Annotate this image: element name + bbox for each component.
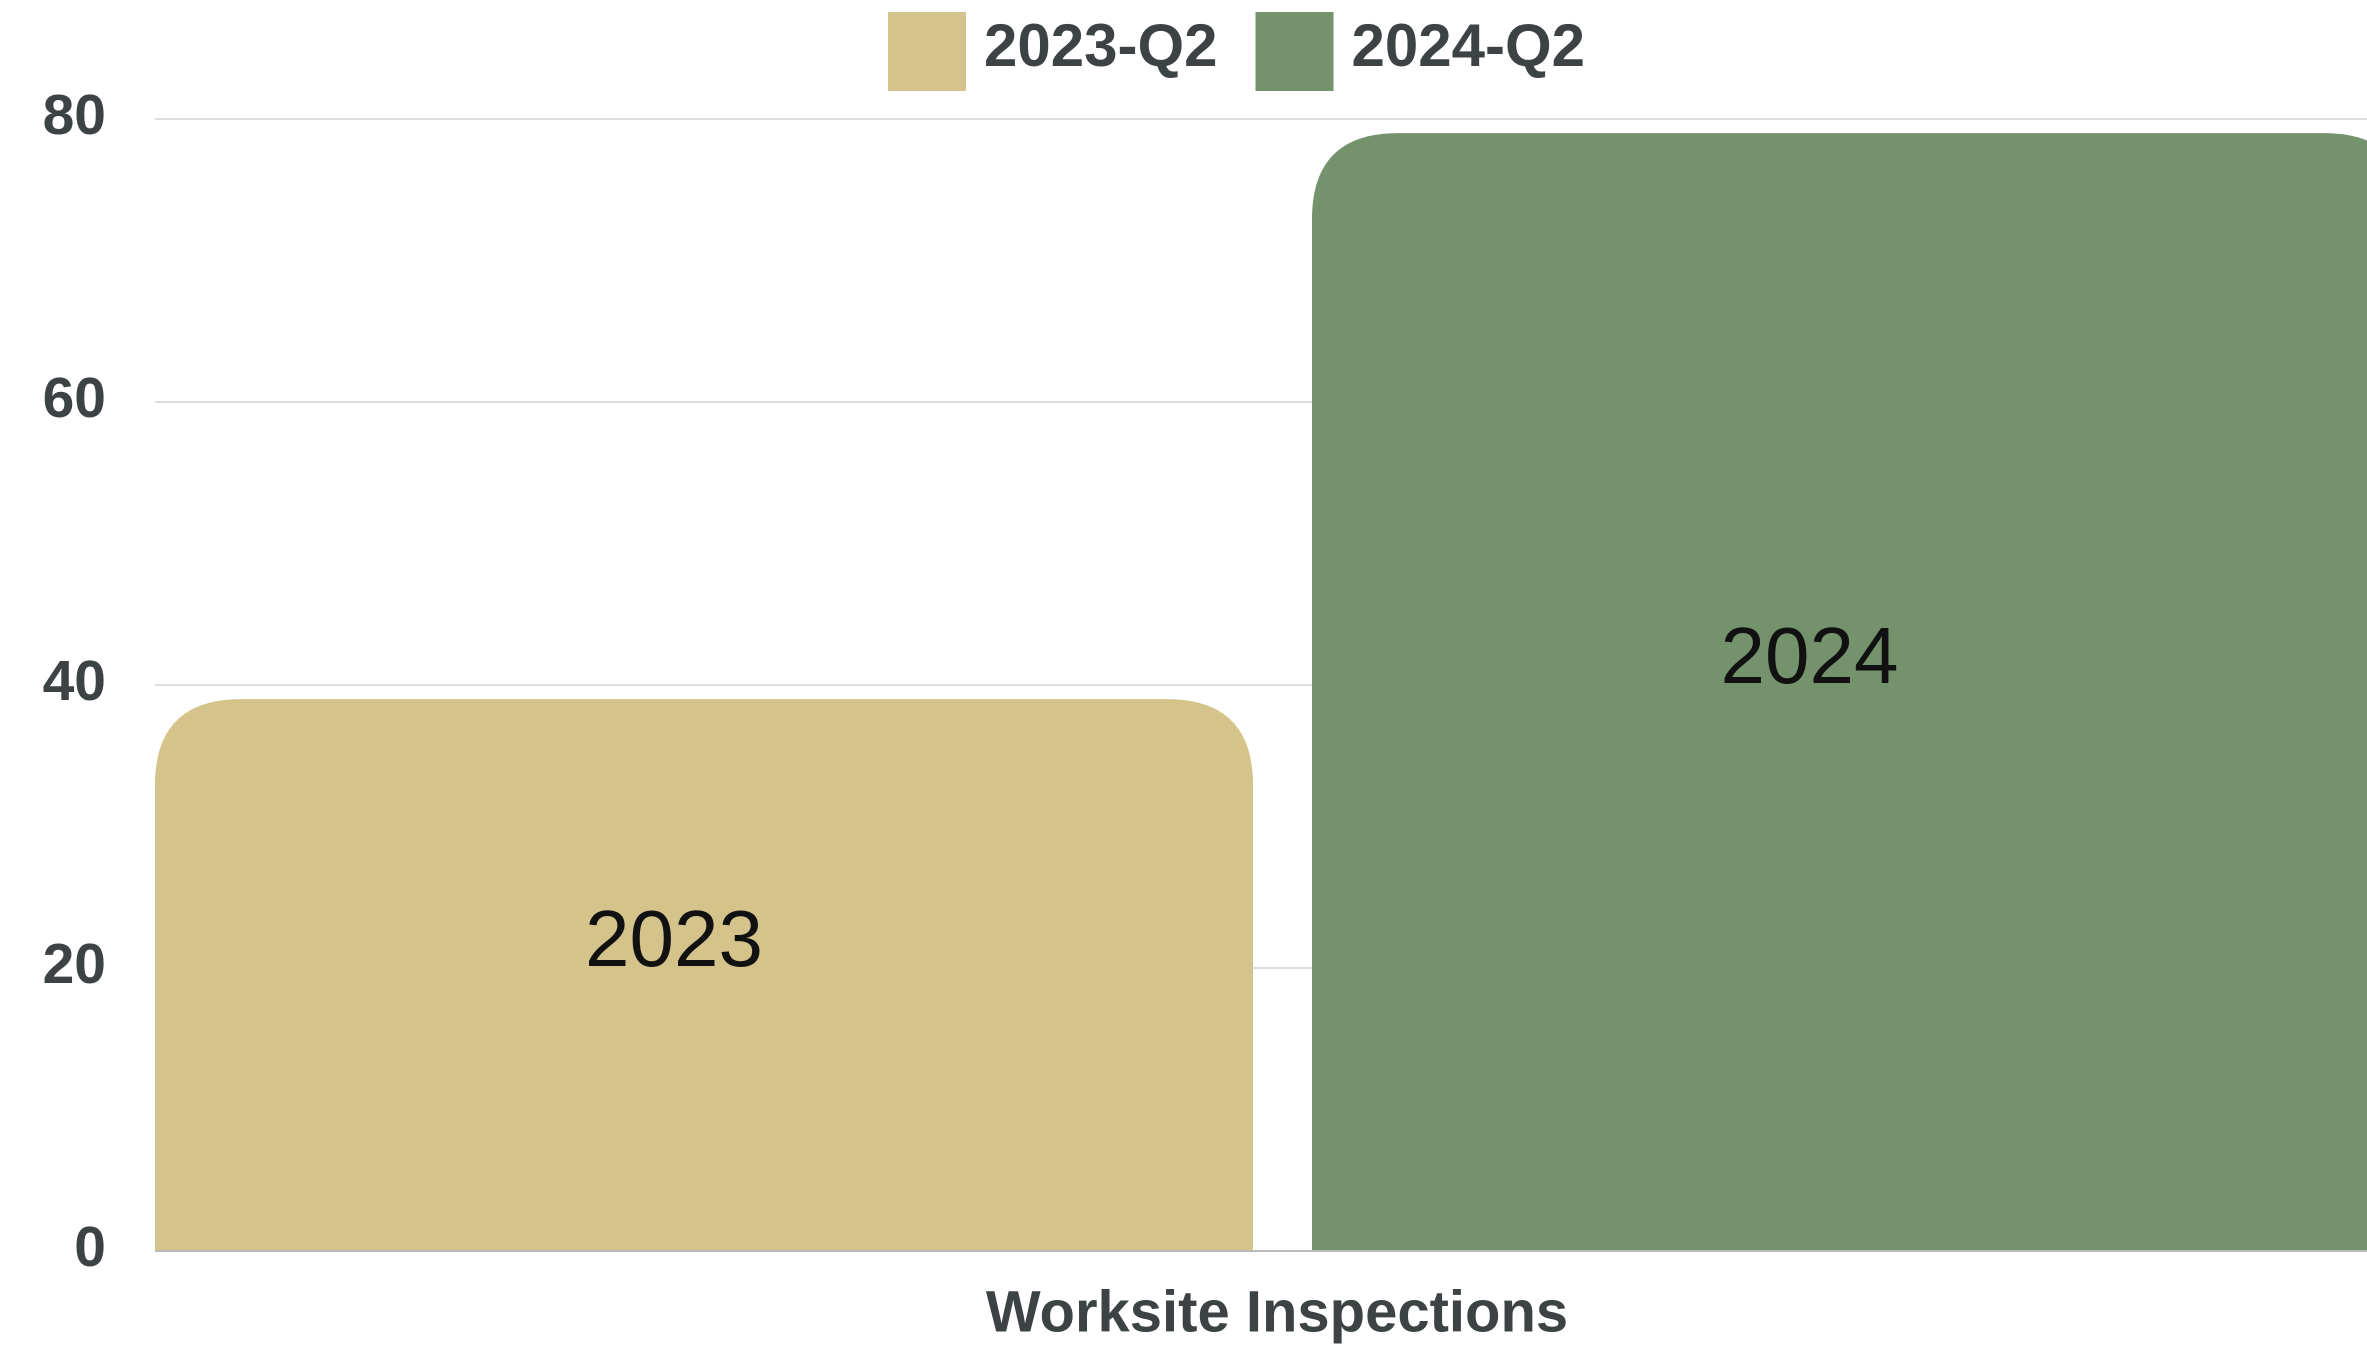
y-tick-label: 60 (43, 366, 106, 430)
legend-label: 2023-Q2 (984, 12, 1218, 79)
y-tick-label: 40 (43, 649, 106, 713)
bar-label: 2024 (1721, 611, 1899, 700)
legend-swatch (888, 12, 966, 91)
y-tick-label: 0 (74, 1215, 106, 1279)
y-tick-label: 80 (43, 83, 106, 147)
legend-swatch (1255, 12, 1334, 91)
legend-label: 2024-Q2 (1352, 12, 1586, 79)
y-tick-label: 20 (43, 932, 106, 996)
bar-label: 2023 (585, 894, 763, 983)
bar (1312, 133, 2367, 1251)
x-tick-label: Worksite Inspections (986, 1279, 1568, 1344)
bar (155, 699, 1253, 1251)
